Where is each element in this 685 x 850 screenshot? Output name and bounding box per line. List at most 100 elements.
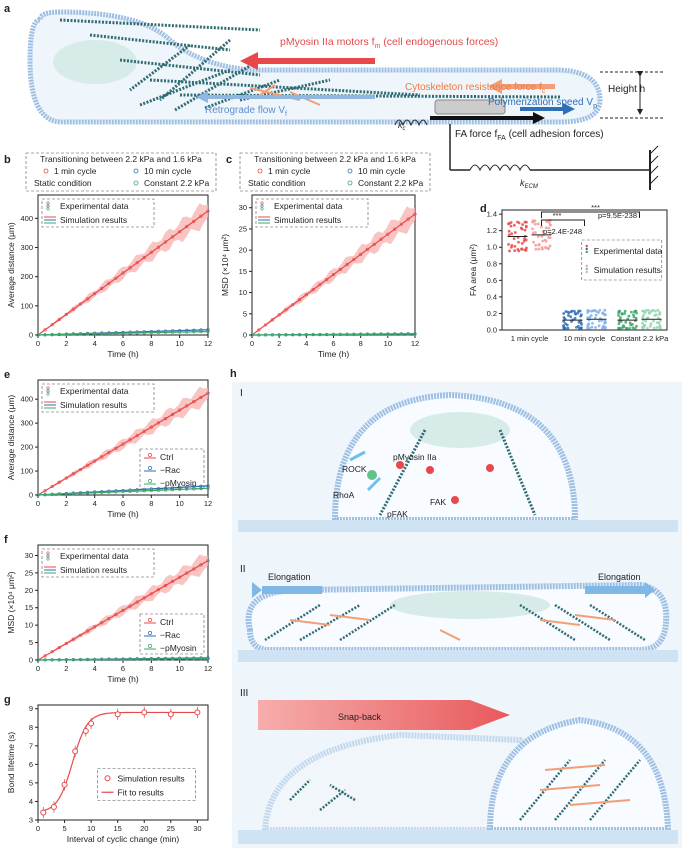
scatter-point-d-2-1-6 xyxy=(641,309,645,313)
y-tick-label-d-5: 1.0 xyxy=(487,243,497,252)
y-tick-label-d-6: 1.2 xyxy=(487,226,497,235)
fa-force-label: FA force fFA (cell adhesion forces) xyxy=(455,129,604,142)
data-point-g-9 xyxy=(194,709,201,716)
x-tick-label-g-5: 25 xyxy=(167,824,175,833)
data-point-f-0-21 xyxy=(185,571,189,575)
cell-membrane xyxy=(27,9,603,125)
scatter-point-d-1-0-38 xyxy=(562,320,566,323)
scatter-point-d-0-0-38 xyxy=(512,237,516,241)
legend-s3-c: Constant 2.2 kPa xyxy=(358,178,423,188)
scatter-point-d-0-0-22 xyxy=(517,240,520,244)
rock-label: ROCK xyxy=(342,464,367,474)
data-point-b-2-14 xyxy=(135,331,139,335)
data-point-b-2-1 xyxy=(43,333,47,337)
resistance-label: Cytoskeleton resistance force fc xyxy=(405,82,546,95)
scatter-point-d-0-1-13 xyxy=(533,222,537,226)
data-point-f-2-4 xyxy=(64,658,68,662)
scatter-point-d-0-1-35 xyxy=(547,246,550,250)
data-point-f-2-19 xyxy=(170,657,175,661)
legend-exp-f: Experimental data xyxy=(60,551,129,561)
legend-sim-e: Simulation results xyxy=(60,400,127,410)
y-tick-label-c-6: 30 xyxy=(239,203,247,212)
x-tick-label-g-4: 20 xyxy=(140,824,148,833)
scatter-point-d-1-0-34 xyxy=(573,312,577,315)
legend-exp-mark-b-1 xyxy=(46,204,50,208)
data-point-f-2-21 xyxy=(185,657,189,661)
legend-cond-sym-f-0 xyxy=(148,618,152,622)
scatter-point-d-2-1-30 xyxy=(657,321,661,325)
y-tick-label-f-5: 25 xyxy=(25,568,33,577)
panel-g: g 0 5 10 15 20 25 30 3 4 5 6 7 8 9 Interval of cyclic c… xyxy=(4,694,209,844)
kc-label: kc xyxy=(398,120,406,132)
data-point-c-2-20 xyxy=(386,332,390,336)
data-point-f-0-5 xyxy=(71,637,76,641)
data-point-b-0-11 xyxy=(114,276,118,280)
scatter-point-d-0-0-17 xyxy=(523,248,527,252)
y-tick-label-f-0: 0 xyxy=(29,656,33,665)
data-point-c-0-9 xyxy=(311,288,315,292)
data-point-b-2-2 xyxy=(50,333,54,337)
data-point-e-0-7 xyxy=(85,463,90,467)
scatter-point-d-0-0-32 xyxy=(523,228,527,232)
data-point-f-0-4 xyxy=(64,641,68,646)
data-point-b-2-10 xyxy=(107,331,111,336)
scatter-point-d-1-0-30 xyxy=(579,326,583,330)
data-point-c-2-19 xyxy=(379,332,383,336)
scatter-point-d-1-0-39 xyxy=(562,312,566,315)
data-point-b-2-0 xyxy=(36,333,40,337)
data-point-b-0-5 xyxy=(71,307,76,311)
legend-exp-mark-f-0 xyxy=(46,551,50,555)
y-axis-label-e: Average distance (μm) xyxy=(6,395,16,481)
scatter-point-d-1-0-22 xyxy=(564,322,567,326)
scatter-point-d-1-1-13 xyxy=(597,311,600,314)
y-tick-label-f-2: 10 xyxy=(25,621,33,630)
data-point-e-0-13 xyxy=(128,438,132,442)
data-point-f-0-19 xyxy=(170,579,175,583)
data-point-b-0-16 xyxy=(149,250,153,254)
x-tick-label-e-2: 4 xyxy=(93,499,97,508)
data-point-f-0-22 xyxy=(192,567,196,571)
x-tick-label-b-5: 10 xyxy=(175,339,183,348)
legend-box-d xyxy=(581,239,663,281)
scatter-point-d-0-1-38 xyxy=(536,222,540,226)
x-tick-label-f-5: 10 xyxy=(175,664,183,673)
legend-exp-mark-e-2 xyxy=(46,392,50,396)
scatter-point-d-2-1-21 xyxy=(641,321,644,325)
data-point-e-0-6 xyxy=(78,467,83,472)
legend-sim-c: Simulation results xyxy=(274,215,341,225)
y-tick-label-g-2: 5 xyxy=(29,778,33,787)
data-point-f-0-12 xyxy=(121,608,125,612)
data-point-f-2-17 xyxy=(156,657,161,661)
data-point-e-2-8 xyxy=(93,491,97,495)
legend-sym1-c xyxy=(257,168,263,174)
scatter-point-d-2-0-17 xyxy=(628,326,631,330)
data-point-f-2-1 xyxy=(43,658,47,662)
data-point-b-0-4 xyxy=(64,312,68,316)
y-tick-label-e-3: 300 xyxy=(20,419,33,428)
y-tick-label-c-1: 5 xyxy=(243,309,247,318)
data-point-c-2-7 xyxy=(297,333,302,337)
ecm-2 xyxy=(238,650,678,662)
x-tick-label-g-6: 30 xyxy=(193,824,201,833)
data-point-c-2-13 xyxy=(338,332,342,337)
scatter-point-d-2-1-33 xyxy=(647,311,651,315)
data-point-b-2-17 xyxy=(156,330,161,335)
legend-exp-b: Experimental data xyxy=(60,201,129,211)
data-point-f-2-11 xyxy=(114,657,118,661)
legend-cond-box-f xyxy=(139,613,205,655)
legend-s2-b: 10 min cycle xyxy=(144,166,192,176)
scatter-point-d-0-0-2 xyxy=(522,239,526,243)
scatter-point-d-0-0-39 xyxy=(509,224,513,228)
panel-e: e 0 2 4 6 8 10 12 0 100 200 300 400 Time (h) Average d… xyxy=(4,369,212,519)
legend-exp-mark-d-2 xyxy=(585,250,588,254)
data-point-c-0-18 xyxy=(372,242,376,246)
pmyosin-label: pMyosin IIa xyxy=(393,452,437,462)
category-label-d-0: 1 min cycle xyxy=(511,334,549,343)
data-point-b-0-2 xyxy=(50,323,54,327)
legend-box-c xyxy=(239,152,431,192)
ecm-1 xyxy=(238,520,678,532)
x-tick-label-c-1: 2 xyxy=(277,339,281,348)
scatter-point-d-2-1-7 xyxy=(641,315,645,319)
y-tick-label-e-2: 200 xyxy=(20,443,33,452)
data-point-c-0-13 xyxy=(338,267,342,272)
